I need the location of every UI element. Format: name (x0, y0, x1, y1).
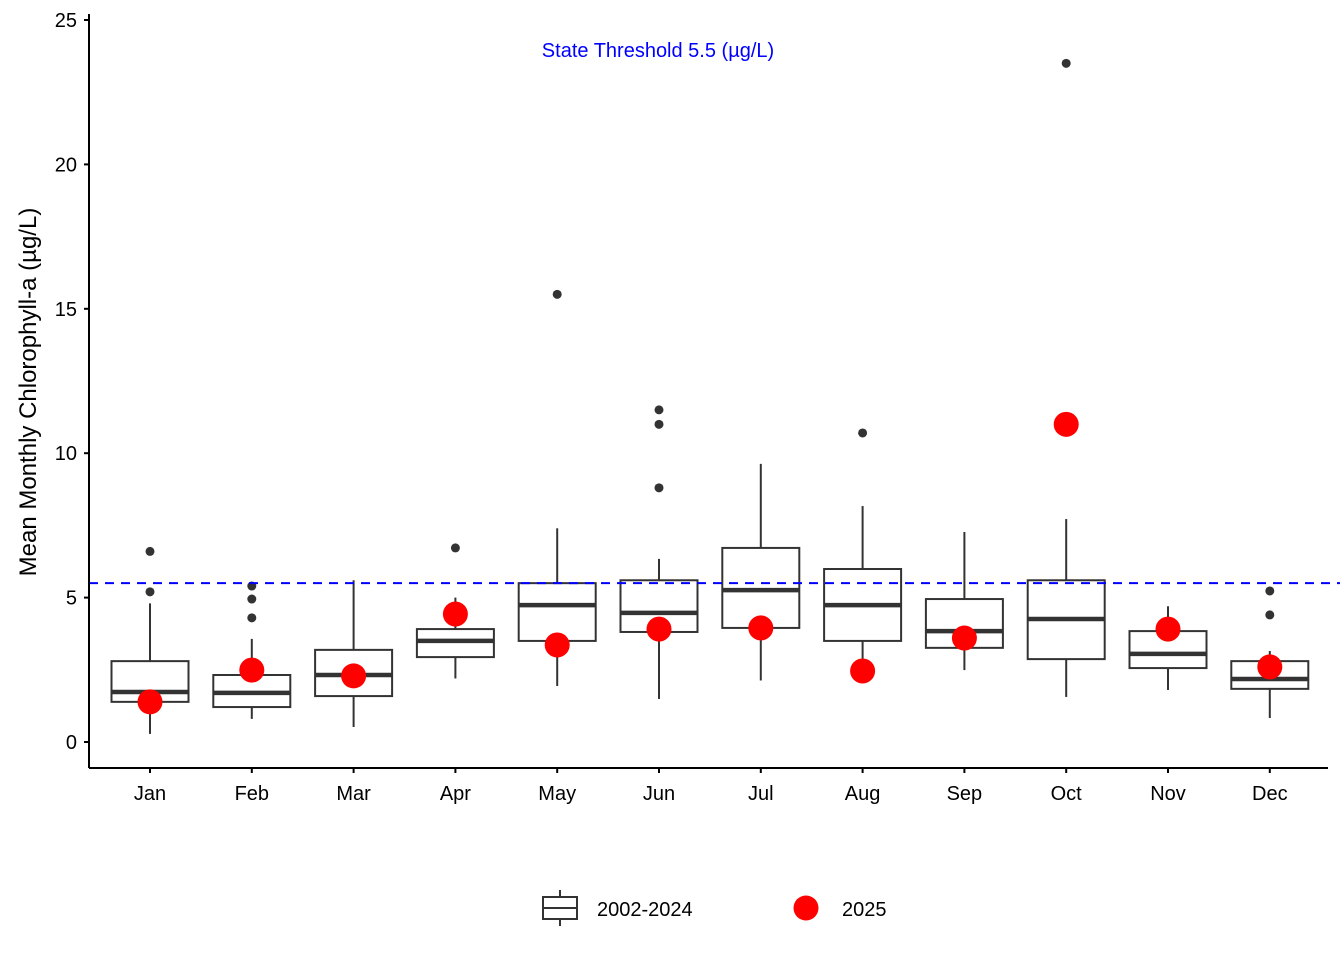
x-tick-label: Aug (845, 783, 881, 805)
boxplot-mar (314, 580, 394, 727)
point-2025-apr[interactable] (442, 601, 468, 627)
threshold-annotation: State Threshold 5.5 (µg/L) (542, 40, 774, 62)
x-tick-label: Sep (947, 783, 983, 805)
outlier-point (654, 483, 664, 493)
boxplot-oct (1026, 58, 1106, 697)
y-tick-label: 15 (55, 299, 77, 321)
outlier-point (654, 419, 664, 429)
x-tick-label: Jul (748, 783, 774, 805)
legend-label: 2002-2024 (597, 899, 693, 921)
y-tick-label: 20 (55, 154, 77, 176)
y-tick-label: 25 (55, 10, 77, 32)
boxplot-jul (721, 463, 801, 681)
x-tick-label: Oct (1051, 783, 1083, 805)
outlier-point (450, 543, 460, 553)
legend-label: 2025 (842, 899, 887, 921)
point-2025-jun[interactable] (646, 616, 672, 642)
outlier-point (145, 546, 155, 556)
outlier-point (145, 587, 155, 597)
point-2025-dec[interactable] (1257, 654, 1283, 680)
legend-item-2025[interactable]: 2025 (793, 895, 887, 922)
boxplot-feb (212, 581, 292, 719)
point-2025-mar[interactable] (341, 663, 367, 689)
boxplot-dec (1230, 586, 1310, 719)
y-tick-label: 5 (66, 588, 77, 610)
point-2025-feb[interactable] (239, 657, 265, 683)
y-tick-label: 10 (55, 443, 77, 465)
boxplot-apr (415, 543, 495, 679)
x-tick-label: Nov (1150, 783, 1186, 805)
point-2025-may[interactable] (544, 632, 570, 658)
outlier-point (858, 428, 868, 438)
x-tick-label: Mar (336, 783, 371, 805)
legend-circle-icon (793, 895, 819, 921)
x-tick-label: Jan (134, 783, 166, 805)
point-2025-oct[interactable] (1053, 411, 1079, 437)
boxplot-aug (823, 428, 903, 662)
plot-area (89, 58, 1340, 734)
outlier-point (1061, 58, 1071, 68)
outlier-point (1265, 610, 1275, 620)
x-tick-label: Jun (643, 783, 675, 805)
outlier-point (552, 289, 562, 299)
y-ticks: 0 5 10 15 20 25 (55, 10, 89, 754)
legend: 2002-2024 2025 (542, 890, 887, 926)
outlier-point (247, 613, 257, 623)
axes: 0 5 10 15 20 25 Jan Feb Mar Apr May Jun Jul Aug Sep Oc… (55, 10, 1328, 805)
outlier-point (247, 594, 257, 604)
point-2025-aug[interactable] (850, 658, 876, 684)
legend-item-boxplot[interactable]: 2002-2024 (542, 890, 693, 926)
x-tick-label: Feb (235, 783, 269, 805)
point-2025-sep[interactable] (951, 625, 977, 651)
y-axis-title: Mean Monthly Chlorophyll-a (µg/L) (15, 208, 42, 577)
y-tick-label: 0 (66, 732, 77, 754)
boxplot-may (517, 289, 597, 686)
x-ticks: Jan Feb Mar Apr May Jun Jul Aug Sep Oct Nov Dec (134, 768, 1288, 805)
outlier-point (1265, 586, 1275, 596)
point-2025-nov[interactable] (1155, 616, 1181, 642)
x-tick-label: May (538, 783, 576, 805)
boxplot-jun (619, 405, 699, 699)
point-2025-jul[interactable] (748, 615, 774, 641)
legend-box-icon (542, 890, 578, 926)
x-tick-label: Apr (440, 783, 471, 805)
x-tick-label: Dec (1252, 783, 1288, 805)
outlier-point (654, 405, 664, 415)
iqr-box (517, 582, 597, 642)
point-2025-jan[interactable] (137, 689, 163, 715)
